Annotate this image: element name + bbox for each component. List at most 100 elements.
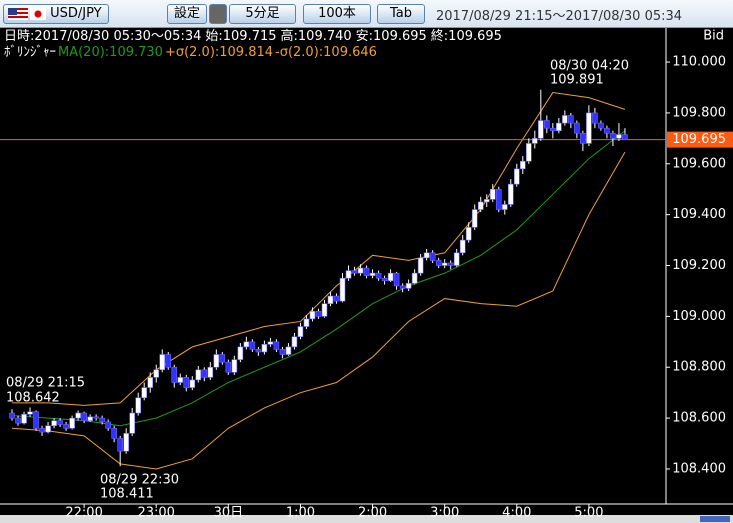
candle-body (369, 272, 376, 276)
button[interactable]: 100本 (303, 4, 371, 24)
y-tick-label: 110.000 (672, 55, 726, 70)
candle-body (592, 112, 598, 124)
annotation-price: 109.891 (550, 73, 604, 88)
x-tick-label: 1:00 (286, 506, 315, 521)
y-tick-label: 109.600 (672, 156, 726, 171)
x-tick-label: 23:00 (137, 506, 174, 521)
candle-body (550, 127, 556, 132)
candle-body (81, 412, 87, 421)
candle-body (429, 252, 436, 261)
candle-body (357, 267, 364, 274)
candle-body (315, 310, 322, 317)
x-tick-label: 30日 (214, 506, 244, 521)
candle-body (375, 272, 382, 279)
axis-label: Bid (703, 29, 724, 44)
candle-body (604, 127, 610, 134)
x-tick-label: 4:00 (502, 506, 531, 521)
candle-body (321, 303, 328, 317)
candle-body (171, 366, 178, 383)
candle-body (51, 420, 57, 427)
x-tick-label: 5:00 (574, 506, 603, 521)
band-line (11, 130, 626, 427)
candle-body (195, 369, 202, 381)
candle-body (363, 267, 370, 276)
candle-body (381, 277, 388, 282)
candle-body (538, 120, 544, 139)
candle-body (117, 438, 123, 452)
candle-body (616, 134, 622, 139)
candle-body (483, 199, 490, 203)
y-tick-label: 108.800 (672, 360, 726, 375)
flag-us (8, 8, 28, 20)
x-tick-label: 22:00 (65, 506, 102, 521)
button[interactable]: 5分足 (229, 4, 296, 24)
candle-body (303, 318, 310, 327)
y-tick-label: 109.800 (672, 105, 726, 120)
y-tick-label: 108.400 (672, 461, 726, 476)
candle-body (447, 262, 454, 266)
candle-body (598, 122, 604, 129)
pair-selector[interactable]: USD/JPY (3, 4, 109, 24)
ohlc-info: 日時:2017/08/30 05:30～05:34 始:109.715 高:109.… (4, 28, 502, 44)
candle-body (219, 354, 226, 363)
candle-body (189, 379, 196, 388)
price-tag (667, 131, 733, 148)
legend-entry: -σ(2.0):109.646 (275, 45, 377, 60)
candle-body (45, 425, 51, 433)
candle-body (69, 417, 75, 429)
x-tick-label: 2:00 (358, 506, 387, 521)
icon-button[interactable] (209, 4, 227, 24)
candle-body (33, 411, 39, 429)
candle-body (105, 421, 111, 429)
info-item: 始:109.715 (205, 29, 276, 44)
candle-body (213, 354, 220, 368)
scroll-thumb (700, 516, 730, 522)
candle-body (261, 344, 268, 353)
annotation-price: 108.411 (100, 487, 154, 502)
info-item: 日時:2017/08/30 05:30～05:34 (4, 29, 201, 44)
candle-body (471, 209, 478, 228)
indicator-name: ﾎﾞﾘﾝｼﾞｬｰ (4, 45, 56, 60)
candle-body (393, 272, 400, 287)
candle-body (411, 272, 418, 284)
candle-body (93, 416, 99, 419)
candle-body (507, 183, 514, 205)
candle-body (231, 359, 238, 373)
annotation-time: 08/29 22:30 (100, 473, 179, 488)
candle-body (351, 270, 358, 274)
candle-body (63, 424, 69, 429)
candle-body (129, 412, 135, 434)
chart: 日時:2017/08/30 05:30～05:34 始:109.715 高:109.… (0, 28, 733, 523)
candle-body (183, 377, 190, 388)
annotation-time: 08/29 21:15 (6, 376, 85, 391)
candle-body (153, 369, 160, 378)
candle-body (249, 341, 256, 350)
annotation-time: 08/30 04:20 (550, 59, 629, 74)
candle-body (225, 361, 232, 373)
legend: ﾎﾞﾘﾝｼﾞｬｰ MA(20):109.730 +σ(2.0):109.814 -σ(… (4, 45, 377, 60)
info-item: 高:109.740 (281, 28, 352, 44)
candle-body (333, 295, 340, 302)
button[interactable]: Tab (377, 4, 425, 24)
legend-entry: MA(20):109.730 (58, 45, 163, 60)
candle-body (207, 366, 214, 378)
scrollbar (0, 515, 733, 523)
flag-jp (30, 8, 46, 20)
candle-body (345, 270, 352, 279)
candle-body (147, 377, 154, 388)
candle-body (243, 341, 250, 348)
candle-body (423, 252, 430, 259)
candle-body (501, 204, 508, 210)
candle-body (297, 326, 304, 338)
candle-body (177, 377, 184, 383)
candle-body (622, 134, 628, 140)
toolbar: USD/JPY 設定 5分足 100本 Tab 2017/08/29 21:15… (0, 0, 733, 28)
band-line (11, 151, 626, 470)
price-label: 109.695 (672, 132, 726, 147)
candle-body (417, 257, 424, 274)
button[interactable]: 設定 (167, 4, 207, 24)
candle-body (339, 277, 346, 302)
candle-body (279, 349, 286, 355)
candle-body (123, 433, 129, 452)
